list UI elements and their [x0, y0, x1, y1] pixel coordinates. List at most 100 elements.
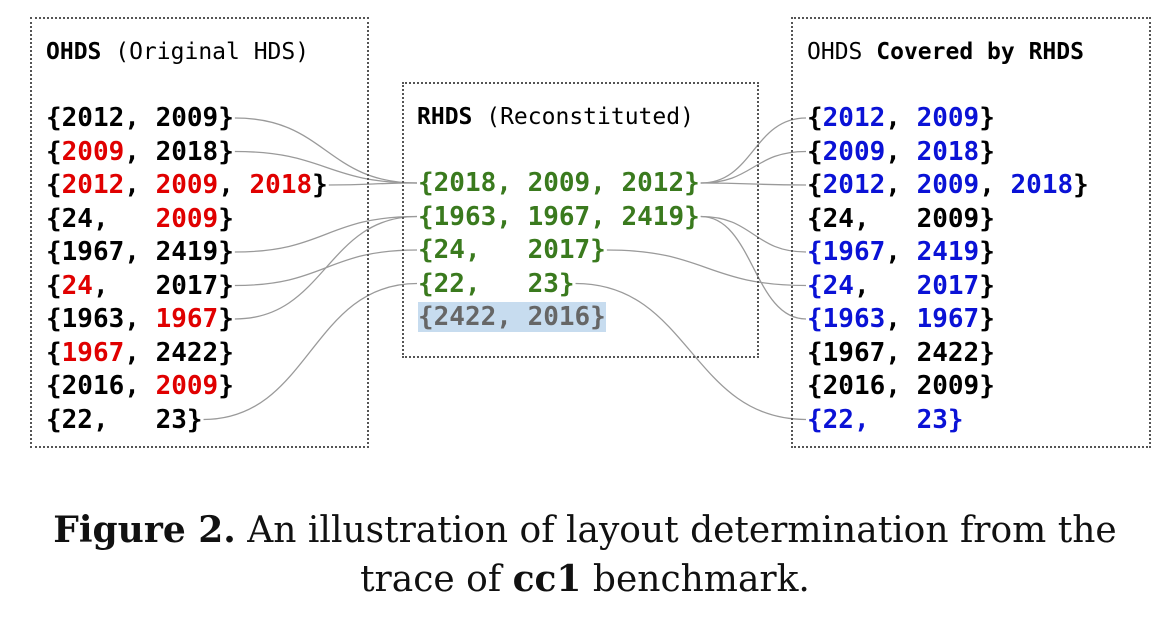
covered-row-2-token: ,	[885, 136, 917, 167]
ohds-row-2-token: {	[46, 136, 62, 167]
covered-row-3: {2012, 2009, 2018}	[807, 170, 1089, 200]
covered-row-2-token: 2009	[822, 136, 886, 167]
covered-row-7-token: 1967	[916, 304, 980, 334]
covered-row-4-token: {	[807, 203, 823, 234]
ohds-row-5-token: ,	[124, 237, 156, 267]
ohds-row-1: {2012, 2009}	[46, 103, 234, 133]
covered-row-1-token: {	[807, 103, 823, 133]
covered-row-1: {2012, 2009}	[807, 103, 995, 133]
ohds-row-9: {2016, 2009}	[46, 371, 234, 401]
ohds-row-8-token: {	[46, 337, 62, 368]
covered-row-6-token: ,	[853, 270, 917, 301]
ohds-row-3-text: {2012, 2009, 2018}	[46, 170, 328, 200]
ohds-row-3-token: 2018	[249, 170, 313, 200]
ohds-row-3-token: ,	[218, 170, 250, 200]
covered-row-8-token: 2422	[916, 337, 980, 368]
rhds-row-4: {22, 23}	[418, 269, 575, 299]
covered-row-8-token: {	[807, 337, 823, 368]
ohds-row-1-token: 2009	[155, 103, 219, 133]
ohds-title-rest: (Original HDS)	[101, 39, 310, 65]
caption-line-2: trace of cc1 benchmark.	[0, 555, 1170, 604]
ohds-row-8-token: 1967	[61, 337, 125, 368]
covered-row-9-token: {	[807, 371, 823, 401]
covered-row-7-token: 1963	[822, 304, 886, 334]
rhds-row-1: {2018, 2009, 2012}	[418, 168, 700, 198]
caption-benchmark: cc1	[512, 558, 582, 600]
ohds-row-4-text: {24, 2009}	[46, 204, 234, 234]
covered-row-7-text: {1963, 1967}	[807, 304, 995, 334]
ohds-row-5-token: {	[46, 237, 62, 267]
ohds-row-3-token: 2012	[61, 170, 125, 200]
covered-row-2-token: 2018	[916, 136, 980, 167]
covered-row-7-token: ,	[885, 304, 917, 334]
covered-row-2-text: {2009, 2018}	[807, 137, 995, 167]
covered-row-9-token: ,	[885, 371, 917, 401]
ohds-row-2: {2009, 2018}	[46, 137, 234, 167]
covered-row-8-token: ,	[885, 337, 917, 368]
caption-text-2c: benchmark.	[581, 559, 810, 600]
figure-caption: Figure 2. An illustration of layout dete…	[0, 506, 1170, 604]
covered-row-9-token: }	[979, 371, 995, 401]
ohds-row-10: {22, 23}	[46, 405, 203, 435]
caption-label: Figure 2.	[53, 509, 236, 551]
covered-row-6-text: {24, 2017}	[807, 271, 995, 301]
caption-text-1: An illustration of layout determination …	[235, 510, 1117, 551]
ohds-row-9-token: }	[218, 371, 234, 401]
ohds-row-5-token: 2419	[155, 237, 219, 267]
ohds-row-6-token: 24	[61, 270, 93, 301]
ohds-row-3-token: 2009	[155, 170, 219, 200]
rhds-row-3: {24, 2017}	[418, 235, 606, 265]
ohds-row-7-token: 1963	[61, 304, 125, 334]
covered-row-3-token: ,	[885, 170, 917, 200]
ohds-row-3-token: }	[312, 170, 328, 200]
covered-row-4-token: 2009	[916, 203, 980, 234]
ohds-row-6-token: 2017	[155, 270, 219, 301]
ohds-row-2-token: }	[218, 136, 234, 167]
covered-row-3-token: ,	[979, 170, 1011, 200]
covered-row-7-token: }	[979, 304, 995, 334]
ohds-row-10-token: 23	[155, 404, 187, 435]
ohds-row-2-token: ,	[124, 136, 156, 167]
covered-row-7: {1963, 1967}	[807, 304, 995, 334]
ohds-row-3: {2012, 2009, 2018}	[46, 170, 328, 200]
ohds-row-5: {1967, 2419}	[46, 237, 234, 267]
covered-row-6-token: 24	[822, 270, 854, 301]
covered-row-4: {24, 2009}	[807, 204, 995, 234]
covered-row-9: {2016, 2009}	[807, 371, 995, 401]
ohds-row-6-text: {24, 2017}	[46, 271, 234, 301]
ohds-original-box: OHDS (Original HDS) {2012, 2009} {2009, 2…	[30, 17, 369, 448]
covered-row-3-token: }	[1073, 170, 1089, 200]
ohds-row-1-token: {	[46, 103, 62, 133]
ohds-row-1-token: 2012	[61, 103, 125, 133]
ohds-row-10-token: {	[46, 404, 62, 435]
covered-row-9-text: {2016, 2009}	[807, 371, 995, 401]
ohds-row-9-token: ,	[124, 371, 156, 401]
covered-row-5-token: }	[979, 237, 995, 267]
ohds-row-9-token: {	[46, 371, 62, 401]
covered-row-3-token: {	[807, 170, 823, 200]
ohds-row-2-token: 2018	[155, 136, 219, 167]
ohds-row-4-token: 24,	[61, 203, 156, 234]
covered-row-8-token: }	[979, 337, 995, 368]
covered-row-2-token: }	[979, 136, 995, 167]
ohds-row-10-token: }	[186, 404, 203, 435]
covered-row-2: {2009, 2018}	[807, 137, 995, 167]
rhds-row-2-token: {1963, 1967, 2419}	[418, 201, 700, 232]
covered-row-5-token: {	[807, 237, 823, 267]
covered-row-4-token: }	[979, 203, 995, 234]
rhds-row-1-token: {2018, 2009, 2012}	[418, 168, 700, 198]
ohds-row-6-token: }	[218, 270, 234, 301]
ohds-row-4: {24, 2009}	[46, 204, 234, 234]
covered-row-7-token: {	[807, 304, 823, 334]
covered-row-5-token: ,	[885, 237, 917, 267]
ohds-row-7: {1963, 1967}	[46, 304, 234, 334]
ohds-row-9-text: {2016, 2009}	[46, 371, 234, 401]
ohds-covered-box: OHDS Covered by RHDS {2012, 2009} {2009, …	[791, 17, 1151, 448]
ohds-row-9-token: 2009	[155, 371, 219, 401]
covered-row-1-token: }	[979, 103, 995, 133]
caption-line-1: Figure 2. An illustration of layout dete…	[0, 506, 1170, 555]
covered-row-1-text: {2012, 2009}	[807, 103, 995, 133]
rhds-title-rest: (Reconstituted)	[472, 104, 694, 130]
ohds-row-8-token: ,	[124, 337, 156, 368]
covered-row-6-token: {	[807, 270, 823, 301]
